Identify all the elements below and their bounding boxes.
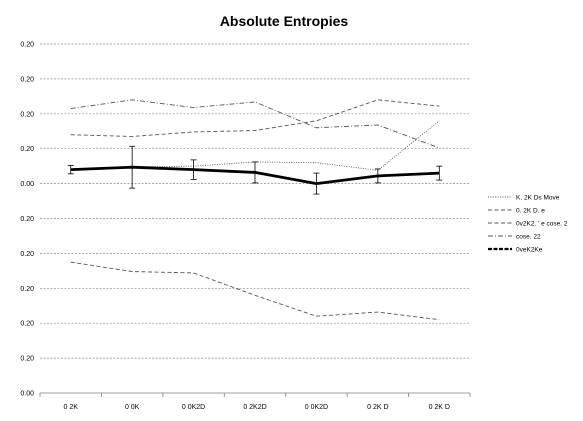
y-tick-label: 0.20 [20,321,34,328]
x-tick-label: 0 2K D [429,404,450,411]
x-tick-label: 0 0K2D [182,404,205,411]
series-line [70,99,440,149]
y-tick-label: 0.20 [20,356,34,363]
legend-entry: cose. 22 [516,233,541,240]
y-tick-label: 0.20 [20,216,34,223]
legend-entry: K. 2K Ds Move [516,194,560,201]
x-tick-label: 0 0K2D [305,404,328,411]
series-layer [67,99,443,321]
legend-entry: 0veK2Ke [516,246,543,253]
y-tick-label: 0.00 [20,391,34,398]
y-tick-label: 0.20 [20,76,34,83]
legend-entry: 0v2K2. ' e cose. 2 [516,220,568,227]
x-tick-label: 0 2K2D [243,404,266,411]
x-tick-label: 0 0K [125,404,140,411]
y-tick-label: 0.20 [20,111,34,118]
y-tick-label: 0.00 [20,181,34,188]
legend: K. 2K Ds Move 0. 2K D. e 0v2K2. ' e cose. … [488,194,568,253]
y-tick-label: 0.20 [20,42,34,49]
x-tick-label: 0 2K D [367,404,388,411]
series-line [70,261,440,321]
y-tick-label: 0.20 [20,286,34,293]
y-tick-label: 0.20 [20,146,34,153]
y-tick-label: 0.20 [20,251,34,258]
series-line [70,99,440,137]
legend-entry: 0. 2K D. e [516,207,545,214]
grid-layer [40,43,470,359]
chart-title: Absolute Entropies [220,13,349,29]
axis-layer: 0.00 0.20 0.20 0.20 0.20 0.20 0.00 0.20 0.20 0.20… [20,42,471,411]
x-tick-label: 0 2K [64,404,79,411]
